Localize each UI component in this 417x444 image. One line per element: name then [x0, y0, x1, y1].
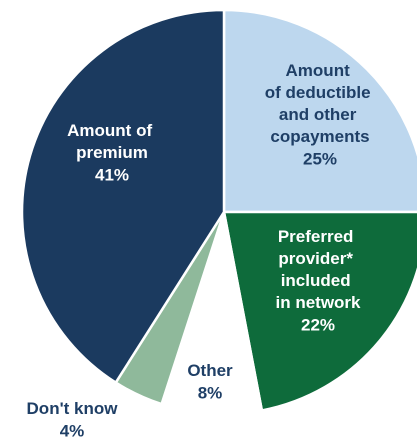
pie-slice	[222, 8, 417, 214]
slice-label: Don't know	[27, 399, 119, 418]
pie-slice	[222, 210, 417, 412]
label-line: in network	[275, 293, 361, 312]
label-line: Don't know	[27, 399, 119, 418]
value-label: 41%	[95, 165, 129, 184]
value-label: 8%	[198, 383, 223, 402]
label-line: Preferred	[278, 227, 358, 246]
pie-slice	[160, 211, 264, 416]
value-label: 4%	[60, 421, 85, 440]
label-line: Other	[187, 361, 233, 380]
label-line: copayments	[270, 127, 369, 146]
pie-slice	[20, 8, 226, 385]
slice-label: Amount of deductible and other copayment…	[265, 61, 376, 146]
slice-label: Other	[187, 361, 233, 380]
label-line: Amount	[286, 61, 355, 80]
label-line: included	[281, 271, 356, 290]
slice-label: Amount of premium	[67, 121, 157, 162]
label-line: premium	[76, 143, 148, 162]
slice-label: Preferred provider* included in network	[275, 227, 361, 312]
value-label: 22%	[301, 315, 335, 334]
label-line: of deductible	[265, 83, 376, 102]
value-label: 25%	[303, 149, 337, 168]
label-line: provider*	[278, 249, 357, 268]
label-line: Amount of	[67, 121, 157, 140]
label-line: and other	[279, 105, 361, 124]
